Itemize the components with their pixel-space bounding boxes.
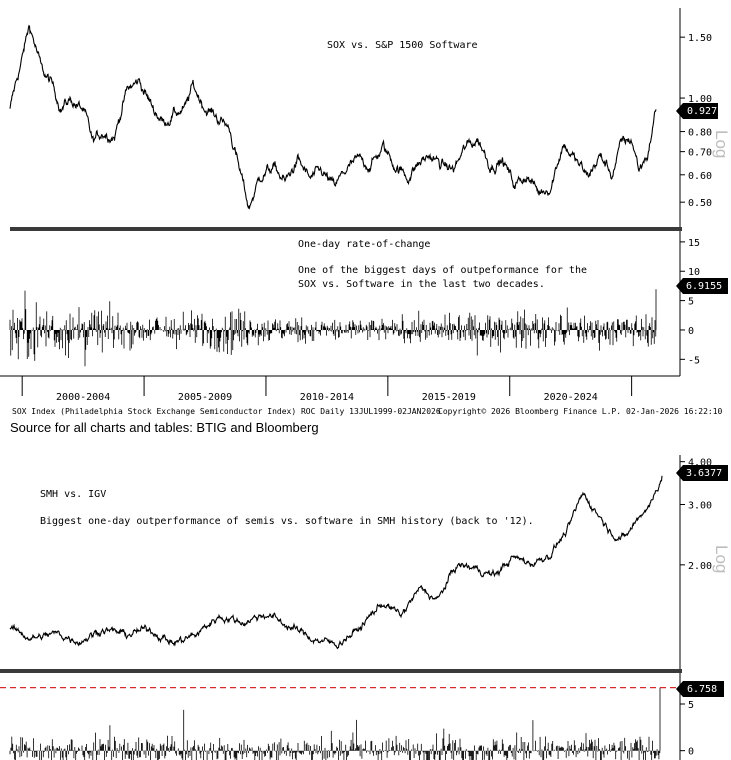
log-scale-label: Log <box>712 130 731 158</box>
sox-tick-label: 1.50 <box>688 33 712 44</box>
sox-tick-label: 0.70 <box>688 148 712 159</box>
footer-copyright: Copyright© 2026 Bloomberg Finance L.P. <box>438 407 621 416</box>
roc-tick-label: 5 <box>688 297 694 308</box>
source-note: Source for all charts and tables: BTIG a… <box>10 420 319 435</box>
smh-tick-label: 4.00 <box>688 458 712 469</box>
sox-chart-title: SOX vs. S&P 1500 Software <box>327 40 478 51</box>
x-axis-label: 2000-2004 <box>56 392 110 403</box>
smh-roc-tick-label: 0 <box>688 747 694 758</box>
x-axis-label: 2010-2014 <box>300 392 354 403</box>
sox-tick-label: 1.00 <box>688 94 712 105</box>
smh-last-value-badge: 3.6377 <box>676 465 728 481</box>
roc-tick-label: 0 <box>688 326 694 337</box>
roc-tick-label: -5 <box>688 355 700 366</box>
roc-chart-title: One-day rate-of-change <box>298 239 430 250</box>
last-value-label: 0.927 <box>687 106 717 117</box>
roc-annotation-line-2: SOX vs. Software in the last two decades… <box>298 279 545 290</box>
x-axis-label: 2005-2009 <box>178 392 232 403</box>
roc-tick-label: 10 <box>688 267 700 278</box>
sox-tick-label: 0.50 <box>688 198 712 209</box>
footer-index-description: SOX Index (Philadelphia Stock Exchange S… <box>12 407 441 416</box>
smh-vs-igv-panel: SMH vs. IGV Biggest one-day outperforman… <box>9 458 731 650</box>
roc-tick-label: 15 <box>688 238 700 249</box>
last-value-badge: 0.927 <box>676 103 718 119</box>
sox-tick-label: 0.80 <box>688 128 712 139</box>
roc-annotation-line-1: One of the biggest days of outpeformance… <box>298 265 587 276</box>
smh-roc-tick-label: 5 <box>688 700 694 711</box>
smh-tick-label: 2.00 <box>688 561 712 572</box>
x-axis-label: 2020-2024 <box>544 392 598 403</box>
smh-log-scale-label: Log <box>712 545 731 573</box>
bloomberg-footer: SOX Index (Philadelphia Stock Exchange S… <box>12 407 723 416</box>
roc-panel: One-day rate-of-change One of the bigges… <box>9 238 728 403</box>
smh-chart-title: SMH vs. IGV <box>40 489 106 500</box>
smh-roc-last-value-label: 6.758 <box>687 684 717 695</box>
roc-last-value-badge: 6.9155 <box>676 278 728 294</box>
sox-vs-software-panel: SOX vs. S&P 1500 Software 1.50 1.00 0.80 0.… <box>9 24 731 210</box>
roc-bars <box>9 289 657 367</box>
smh-last-value-label: 3.6377 <box>686 468 722 479</box>
sox-software-ratio-line <box>9 24 657 210</box>
smh-roc-panel: 5 0 6.758 <box>0 681 724 760</box>
footer-timestamp: 02-Jan-2026 16:22:10 <box>626 407 723 416</box>
panel-frames <box>0 8 682 760</box>
smh-igv-ratio-line <box>9 475 663 650</box>
smh-annotation: Biggest one-day outperformance of semis … <box>40 516 534 527</box>
roc-last-value-label: 6.9155 <box>686 281 722 292</box>
sox-tick-label: 0.60 <box>688 171 712 182</box>
smh-roc-bars <box>9 687 661 760</box>
smh-tick-label: 3.00 <box>688 500 712 511</box>
smh-roc-last-value-badge: 6.758 <box>676 681 724 697</box>
x-axis-label: 2015-2019 <box>422 392 476 403</box>
